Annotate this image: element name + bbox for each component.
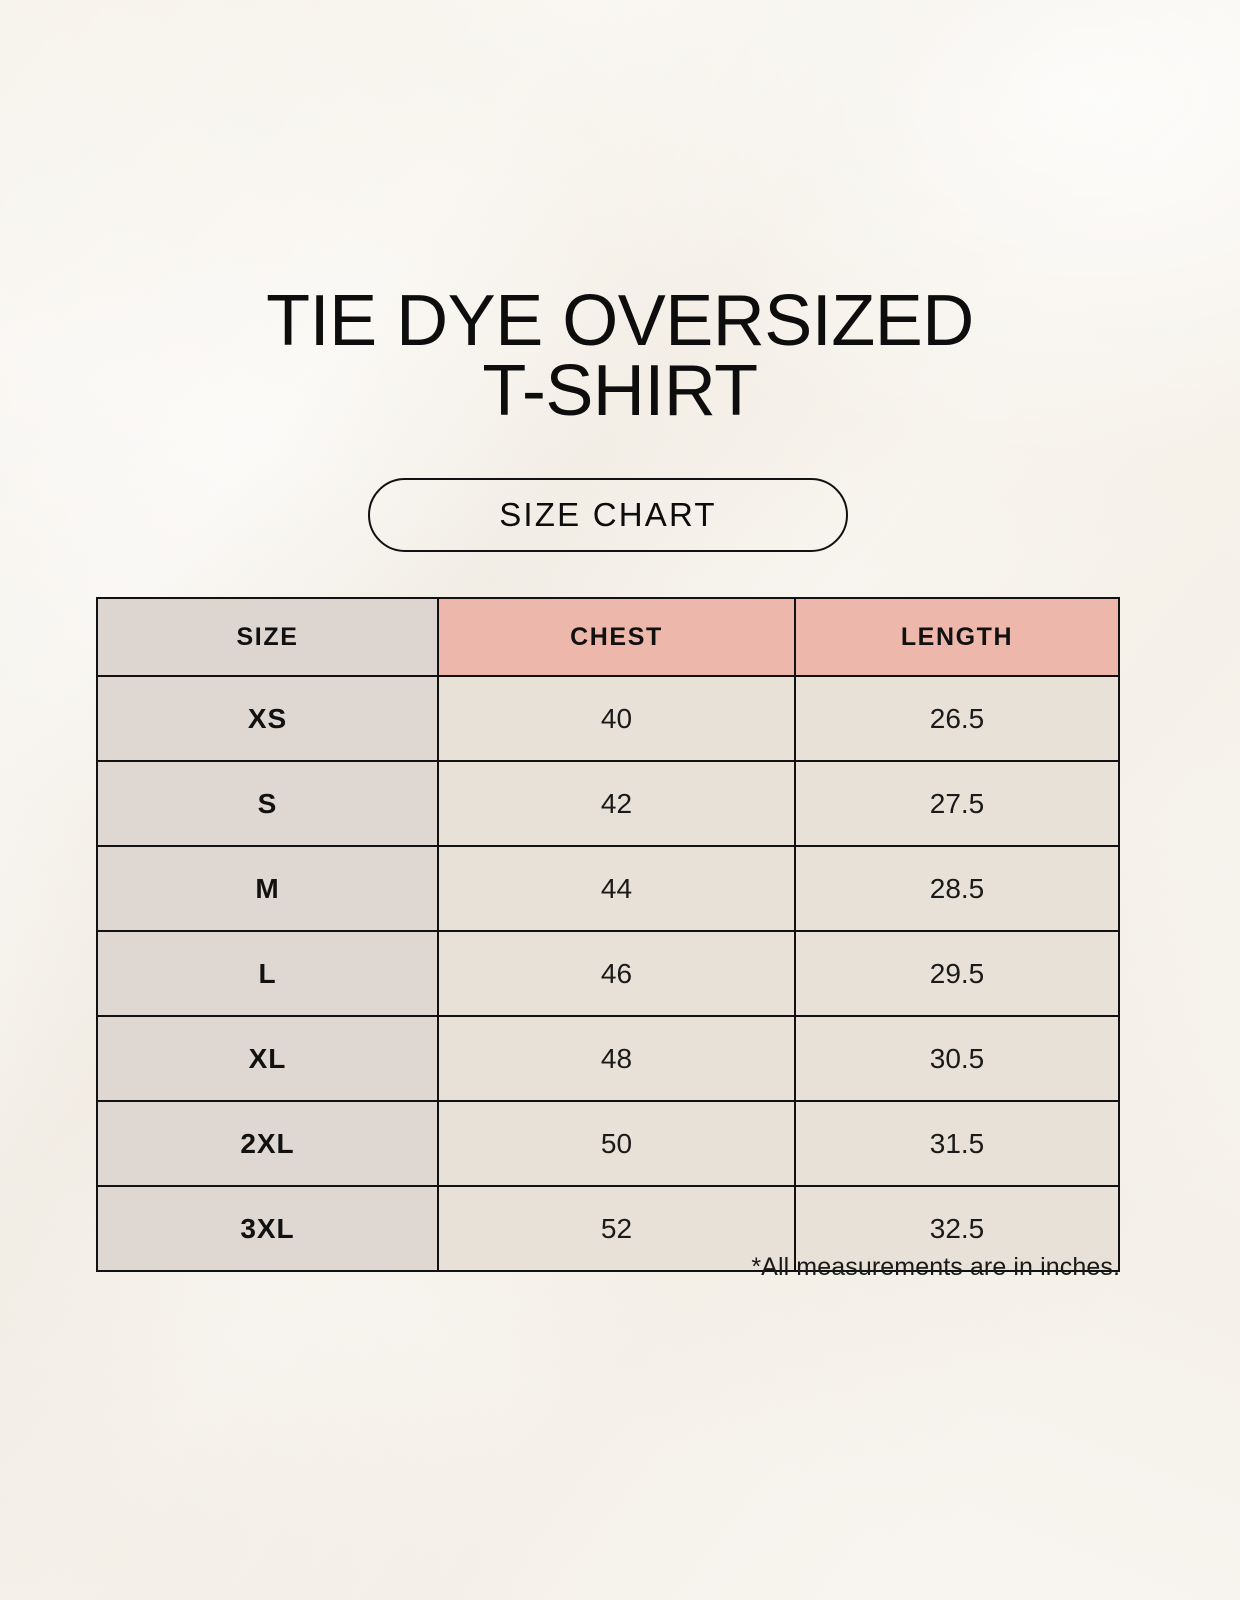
column-header-length: LENGTH xyxy=(794,597,1120,677)
cell-length: 27.5 xyxy=(794,760,1120,847)
cell-chest: 42 xyxy=(437,760,796,847)
table-row: XS 40 26.5 xyxy=(96,675,1120,762)
column-header-size: SIZE xyxy=(96,597,439,677)
table-row: XL 48 30.5 xyxy=(96,1015,1120,1102)
cell-length: 31.5 xyxy=(794,1100,1120,1187)
cell-chest: 46 xyxy=(437,930,796,1017)
measurement-units-note: *All measurements are in inches. xyxy=(751,1253,1120,1281)
cell-chest: 44 xyxy=(437,845,796,932)
table-header-row: SIZE CHEST LENGTH xyxy=(96,597,1120,677)
page-title: TIE DYE OVERSIZED T-SHIRT xyxy=(266,281,974,431)
table-header: SIZE CHEST LENGTH xyxy=(96,597,1120,677)
cell-size: 2XL xyxy=(96,1100,439,1187)
cell-size: S xyxy=(96,760,439,847)
column-header-chest: CHEST xyxy=(437,597,796,677)
cell-length: 29.5 xyxy=(794,930,1120,1017)
table-row: 2XL 50 31.5 xyxy=(96,1100,1120,1187)
size-chart-table-wrap: SIZE CHEST LENGTH XS 40 26.5 S 42 27.5 M xyxy=(96,597,1120,1272)
size-chart-table: SIZE CHEST LENGTH XS 40 26.5 S 42 27.5 M xyxy=(96,597,1120,1272)
size-chart-badge: SIZE CHART xyxy=(368,478,848,552)
cell-size: L xyxy=(96,930,439,1017)
cell-size: XS xyxy=(96,675,439,762)
table-row: S 42 27.5 xyxy=(96,760,1120,847)
cell-length: 28.5 xyxy=(794,845,1120,932)
cell-chest: 50 xyxy=(437,1100,796,1187)
table-row: L 46 29.5 xyxy=(96,930,1120,1017)
cell-chest: 48 xyxy=(437,1015,796,1102)
cell-size: XL xyxy=(96,1015,439,1102)
cell-size: M xyxy=(96,845,439,932)
cell-chest: 40 xyxy=(437,675,796,762)
table-body: XS 40 26.5 S 42 27.5 M 44 28.5 L 46 xyxy=(96,675,1120,1272)
size-chart-badge-label: SIZE CHART xyxy=(499,496,717,533)
table-row: M 44 28.5 xyxy=(96,845,1120,932)
cell-length: 26.5 xyxy=(794,675,1120,762)
cell-length: 30.5 xyxy=(794,1015,1120,1102)
